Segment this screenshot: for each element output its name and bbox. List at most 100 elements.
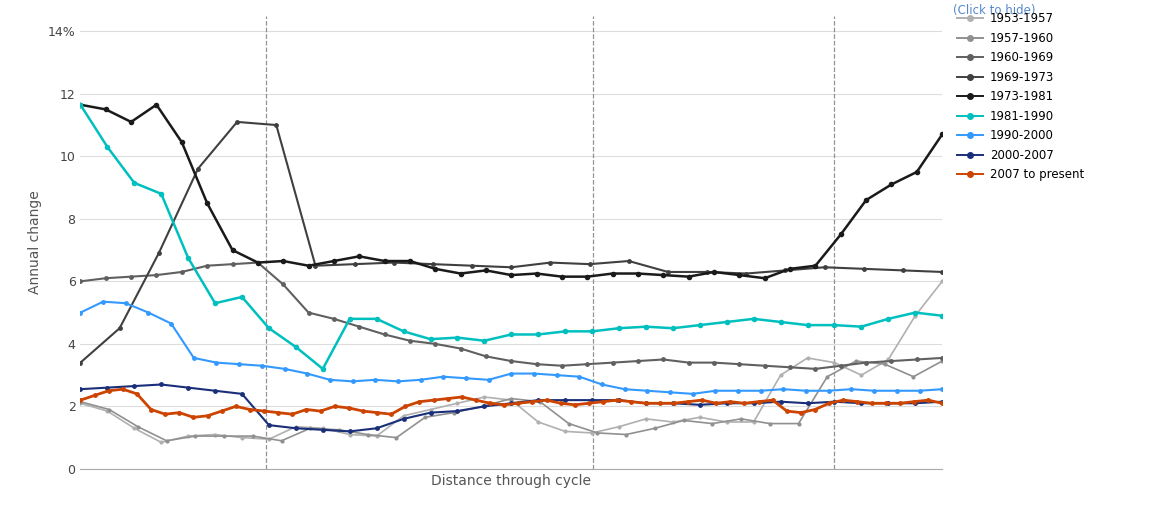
1953-1957 (773, 372, 787, 378)
1990-2000 (141, 309, 155, 316)
1981-1990 (450, 334, 464, 341)
1990-2000 (481, 377, 495, 383)
1981-1990 (773, 319, 787, 325)
1957-1960 (160, 438, 173, 444)
1953-1957 (478, 394, 492, 400)
1960-1969 (200, 263, 214, 269)
1969-1973 (387, 259, 401, 266)
2000-2007 (208, 388, 222, 394)
1981-1990 (182, 255, 195, 261)
1973-1981 (99, 106, 113, 113)
1981-1990 (262, 325, 276, 331)
2000-2007 (128, 383, 141, 389)
2000-2007 (182, 384, 195, 391)
1981-1990 (719, 319, 734, 325)
1969-1973 (622, 258, 635, 264)
1981-1990 (855, 324, 869, 330)
1953-1957 (424, 406, 438, 413)
1953-1957 (370, 433, 384, 439)
1960-1969 (809, 366, 823, 372)
1969-1973 (779, 267, 793, 274)
2000-2007 (881, 400, 895, 406)
Legend: 1953-1957, 1957-1960, 1960-1969, 1969-1973, 1973-1981, 1981-1990, 1990-2000, 200: 1953-1957, 1957-1960, 1960-1969, 1969-19… (957, 13, 1084, 181)
1990-2000 (890, 388, 904, 394)
1990-2000 (867, 388, 881, 394)
1973-1981 (606, 270, 619, 277)
1990-2000 (414, 377, 427, 383)
1960-1969 (479, 353, 493, 359)
1973-1981 (327, 258, 341, 264)
1981-1990 (154, 191, 168, 197)
1960-1969 (403, 338, 417, 344)
1981-1990 (909, 309, 923, 316)
2000-2007 (693, 402, 707, 408)
1990-2000 (232, 361, 246, 367)
2000-2007 (666, 400, 680, 406)
1981-1990 (236, 294, 249, 300)
2007 to present (271, 410, 285, 416)
1953-1957 (558, 428, 572, 435)
1953-1957 (236, 435, 249, 441)
1957-1960 (74, 399, 87, 405)
1973-1981 (276, 258, 290, 264)
2007 to present (850, 399, 864, 405)
1957-1960 (361, 431, 375, 438)
1973-1981 (809, 263, 823, 269)
1957-1960 (907, 374, 920, 380)
1981-1990 (424, 336, 438, 342)
1969-1973 (504, 264, 518, 270)
X-axis label: Distance through cycle: Distance through cycle (431, 475, 592, 489)
1973-1981 (479, 267, 493, 274)
1960-1969 (378, 331, 392, 338)
1990-2000 (822, 388, 835, 394)
1953-1957 (827, 359, 841, 366)
1990-2000 (460, 375, 473, 381)
Line: 1960-1969: 1960-1969 (78, 260, 944, 371)
1969-1973 (857, 266, 871, 272)
1990-2000 (369, 377, 383, 383)
Line: 1953-1957: 1953-1957 (78, 279, 944, 444)
1960-1969 (353, 324, 367, 330)
1981-1990 (316, 366, 330, 372)
2000-2007 (531, 397, 545, 403)
1953-1957 (128, 425, 141, 431)
1981-1990 (478, 338, 492, 344)
1960-1969 (580, 361, 594, 367)
1969-1973 (113, 325, 126, 331)
1960-1969 (555, 363, 569, 369)
2000-2007 (773, 399, 787, 405)
1953-1957 (855, 372, 869, 378)
1969-1973 (661, 269, 674, 275)
Line: 2000-2007: 2000-2007 (78, 382, 944, 434)
1960-1969 (681, 359, 695, 366)
1960-1969 (149, 272, 163, 278)
1960-1969 (504, 358, 518, 364)
2007 to present (159, 411, 172, 417)
Line: 2007 to present: 2007 to present (78, 387, 944, 420)
1953-1957 (262, 436, 276, 442)
1990-2000 (845, 386, 858, 392)
1990-2000 (527, 370, 541, 377)
1973-1981 (733, 272, 747, 278)
1981-1990 (396, 328, 410, 334)
1973-1981 (530, 270, 543, 277)
1957-1960 (648, 425, 662, 431)
2007 to present (525, 399, 539, 405)
2000-2007 (424, 410, 438, 416)
1981-1990 (935, 313, 949, 319)
2000-2007 (855, 400, 869, 406)
1953-1957 (935, 278, 949, 284)
1960-1969 (758, 363, 772, 369)
1960-1969 (327, 316, 341, 322)
1953-1957 (612, 424, 626, 430)
1953-1957 (531, 419, 545, 425)
1973-1981 (353, 253, 367, 259)
2007 to present (327, 403, 341, 410)
1990-2000 (754, 388, 768, 394)
1990-2000 (686, 391, 700, 397)
1990-2000 (209, 359, 223, 366)
1960-1969 (631, 358, 645, 364)
1969-1973 (740, 270, 754, 277)
1969-1973 (191, 166, 205, 172)
1960-1969 (885, 358, 899, 364)
